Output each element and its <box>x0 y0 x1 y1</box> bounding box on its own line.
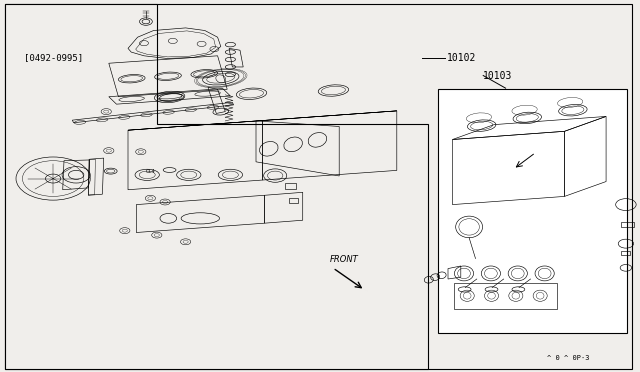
Bar <box>621 222 634 227</box>
Bar <box>438 89 627 333</box>
Text: FRONT: FRONT <box>330 255 358 264</box>
Text: 10102: 10102 <box>447 53 476 62</box>
Bar <box>285 183 296 189</box>
Bar <box>621 251 630 255</box>
Polygon shape <box>5 4 428 369</box>
Text: [0492-0995]: [0492-0995] <box>24 53 83 62</box>
Text: ^ 0 ^ 0P·3: ^ 0 ^ 0P·3 <box>547 355 589 361</box>
Text: 10103: 10103 <box>483 71 513 81</box>
Bar <box>289 198 298 203</box>
Text: OL4: OL4 <box>146 169 156 174</box>
